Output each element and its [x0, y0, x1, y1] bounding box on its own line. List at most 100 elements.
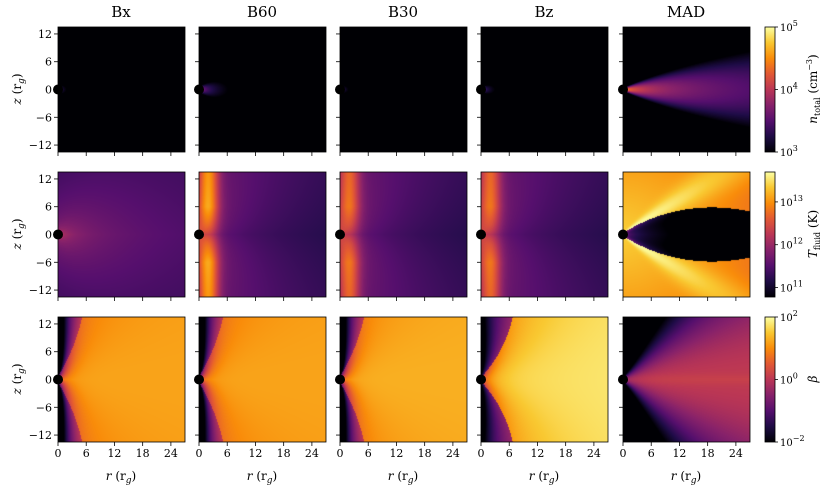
x-tick-label: 6 [648, 447, 655, 460]
panel-fluid-temperature-b30 [335, 171, 468, 301]
x-tick-label: 24 [164, 447, 178, 460]
panel-fluid-temperature-b60 [194, 171, 327, 301]
y-tick-label: 0 [45, 229, 52, 242]
x-tick-label: 24 [587, 447, 601, 460]
x-tick-label: 24 [729, 447, 743, 460]
x-tick-label: 12 [248, 447, 262, 460]
panel-number-density-b60 [194, 26, 327, 156]
y-tick-label: 12 [38, 318, 52, 331]
y-tick-label: 0 [45, 84, 52, 97]
x-tick-label: 18 [559, 447, 573, 460]
column-title-bx: Bx [111, 3, 131, 21]
y-tick-label: 12 [38, 28, 52, 41]
x-axis-label-b30: r (rg) [388, 469, 418, 486]
panel-plasma-beta-bx: −12 −6 0 6 12 0 6 12 18 24 [29, 316, 186, 460]
y-axis-label-row-1: z (rg) [10, 73, 27, 105]
x-tick-label: 0 [337, 447, 344, 460]
panel-plasma-beta-bz: 0 6 12 18 24 [476, 316, 609, 460]
panel-number-density-bx: −12 −6 0 6 12 [29, 26, 186, 156]
panel-grid: −12 −6 0 6 12 −12 −6 0 6 12 −12 −6 0 6 12 0 6 12 18 24 0 6 12 1… [29, 26, 751, 460]
x-tick-label: 0 [55, 447, 62, 460]
heatmap-image [199, 172, 326, 297]
colorbar-tick-label: 1012 [780, 237, 803, 252]
y-tick-label: −6 [36, 401, 52, 414]
x-tick-label: 18 [136, 447, 150, 460]
colorbar-tick-label: 102 [780, 309, 798, 324]
heatmap-image [481, 317, 608, 442]
x-tick-label: 18 [418, 447, 432, 460]
x-axis-label-mad: r (rg) [671, 469, 701, 486]
panel-plasma-beta-b60: 0 6 12 18 24 [194, 316, 327, 460]
x-tick-label: 6 [506, 447, 513, 460]
panel-plasma-beta-b30: 0 6 12 18 24 [335, 316, 468, 460]
heatmap-image [340, 317, 467, 442]
heatmap-image [481, 27, 608, 152]
heatmap-image [199, 27, 326, 152]
x-tick-label: 24 [446, 447, 460, 460]
colorbar-label-beta: β [806, 375, 820, 383]
colorbar-tick-label: 1013 [780, 194, 803, 209]
x-axis-label-bz: r (rg) [529, 469, 559, 486]
x-axis-label-bx: r (rg) [106, 469, 136, 486]
colorbar-gradient [764, 26, 776, 153]
column-title-b60: B60 [247, 3, 277, 21]
heatmap-image [58, 172, 185, 297]
heatmap-image [340, 27, 467, 152]
heatmap-image [199, 317, 326, 442]
colorbar-gradient [764, 171, 776, 298]
colorbar-tick-label: 10−2 [780, 434, 805, 449]
x-tick-label: 12 [530, 447, 544, 460]
heatmap-image [58, 27, 185, 152]
y-tick-label: 12 [38, 173, 52, 186]
panel-fluid-temperature-bx: −12 −6 0 6 12 [29, 171, 186, 301]
y-tick-label: −12 [29, 429, 52, 442]
y-tick-label: 6 [45, 201, 52, 214]
heatmap-image [340, 172, 467, 297]
y-tick-label: −12 [29, 284, 52, 297]
colorbar-plasma-beta: 102 100 10−2 [764, 309, 805, 449]
y-tick-label: 6 [45, 346, 52, 359]
colorbar-label-density: ntotal (cm−3) [805, 54, 822, 123]
y-axis-label-row-3: z (rg) [10, 363, 27, 395]
x-tick-label: 6 [365, 447, 372, 460]
column-title-bz: Bz [535, 3, 554, 21]
y-axis-label-row-2: z (rg) [10, 218, 27, 250]
heatmap-image [623, 27, 750, 152]
colorbar-tick-label: 103 [780, 144, 798, 159]
x-tick-label: 6 [224, 447, 231, 460]
panel-fluid-temperature-bz [476, 171, 609, 301]
y-tick-label: −6 [36, 256, 52, 269]
panel-number-density-b30 [335, 26, 468, 156]
colorbar-tick-label: 100 [780, 372, 798, 387]
panel-number-density-mad [618, 26, 751, 156]
heatmap-image [58, 317, 185, 442]
colorbar-label-temperature: Tfluid (K) [806, 210, 822, 258]
column-title-b30: B30 [388, 3, 418, 21]
colorbar-fluid-temperature: 1013 1012 1011 [764, 171, 803, 298]
heatmap-image [623, 172, 750, 297]
y-tick-label: 6 [45, 56, 52, 69]
panel-fluid-temperature-mad [618, 171, 751, 301]
x-tick-label: 12 [389, 447, 403, 460]
heatmap-image [481, 172, 608, 297]
x-tick-label: 18 [701, 447, 715, 460]
x-tick-label: 18 [277, 447, 291, 460]
x-tick-label: 0 [196, 447, 203, 460]
colorbar-number-density: 105 104 103 [764, 19, 798, 159]
panel-plasma-beta-mad: 0 6 12 18 24 [618, 316, 751, 460]
y-tick-label: 0 [45, 374, 52, 387]
colorbar-tick-label: 1011 [780, 280, 803, 295]
x-tick-label: 24 [305, 447, 319, 460]
colorbar-gradient [764, 316, 776, 443]
column-title-mad: MAD [667, 3, 705, 21]
y-tick-label: −12 [29, 139, 52, 152]
colorbar-tick-label: 104 [780, 82, 798, 97]
x-tick-label: 12 [672, 447, 686, 460]
heatmap-image [623, 317, 750, 442]
x-tick-label: 0 [620, 447, 627, 460]
x-axis-label-b60: r (rg) [247, 469, 277, 486]
x-tick-label: 12 [107, 447, 121, 460]
x-tick-label: 0 [478, 447, 485, 460]
panel-number-density-bz [476, 26, 609, 156]
